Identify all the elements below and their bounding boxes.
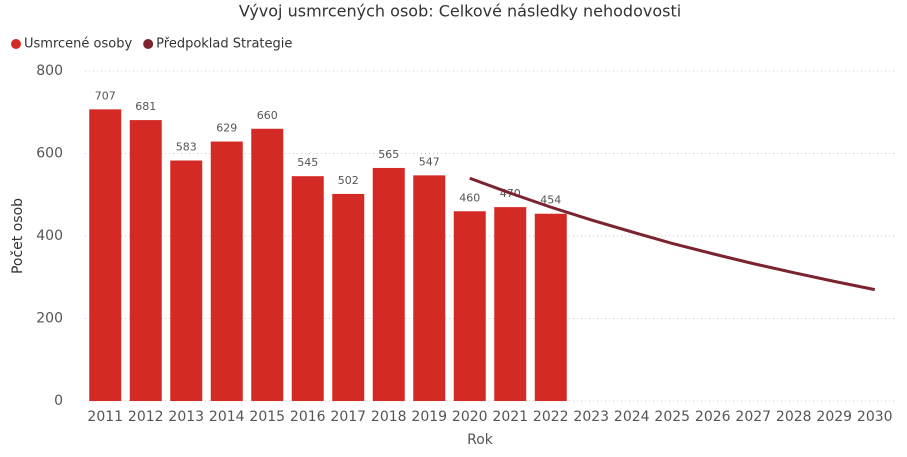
x-tick-label: 2018 <box>371 409 407 425</box>
x-axis-title: Rok <box>467 432 494 448</box>
bar <box>170 160 203 401</box>
x-tick-label: 2011 <box>87 409 123 425</box>
data-label: 460 <box>459 191 480 204</box>
x-tick-label: 2026 <box>695 409 731 425</box>
data-label: 629 <box>216 122 237 135</box>
data-label: 545 <box>297 156 318 169</box>
bar <box>291 176 324 401</box>
x-tick-label: 2017 <box>330 409 366 425</box>
y-tick-label: 0 <box>54 393 63 409</box>
data-label: 681 <box>135 100 156 113</box>
bar <box>89 109 122 402</box>
x-tick-label: 2027 <box>735 409 771 425</box>
bar <box>534 213 567 401</box>
data-label: 707 <box>95 89 116 102</box>
x-tick-label: 2019 <box>411 409 447 425</box>
data-label: 454 <box>540 194 561 207</box>
x-tick-label: 2023 <box>573 409 609 425</box>
x-tick-label: 2025 <box>654 409 690 425</box>
legend-label: Usmrcené osoby <box>24 37 132 52</box>
bar <box>210 141 243 401</box>
x-tick-label: 2030 <box>857 409 893 425</box>
x-tick-label: 2016 <box>290 409 326 425</box>
data-label: 660 <box>257 109 278 122</box>
legend-marker <box>143 39 154 49</box>
bar <box>453 211 486 401</box>
y-tick-label: 800 <box>36 63 63 79</box>
bar <box>332 193 365 401</box>
y-tick-label: 400 <box>36 228 63 244</box>
x-tick-label: 2022 <box>533 409 569 425</box>
data-label: 502 <box>338 174 359 187</box>
data-label: 565 <box>378 148 399 161</box>
bar <box>251 128 284 401</box>
x-tick-label: 2029 <box>816 409 852 425</box>
y-axis-title: Počet osob <box>10 198 26 274</box>
x-tick-label: 2024 <box>614 409 650 425</box>
chart-title: Vývoj usmrcených osob: Celkové následky … <box>239 2 681 21</box>
bar <box>129 120 162 402</box>
line <box>469 176 876 292</box>
y-tick-label: 600 <box>36 146 63 162</box>
legend-label: Předpoklad Strategie <box>156 37 292 52</box>
y-tick-label: 200 <box>36 311 63 327</box>
x-tick-label: 2021 <box>492 409 528 425</box>
data-label: 583 <box>176 141 197 154</box>
x-tick-label: 2012 <box>128 409 164 425</box>
x-tick-label: 2015 <box>249 409 285 425</box>
bar <box>413 175 446 401</box>
bar <box>372 167 405 401</box>
bar <box>494 207 527 401</box>
data-label: 547 <box>419 155 440 168</box>
x-tick-label: 2014 <box>209 409 245 425</box>
x-tick-label: 2013 <box>168 409 204 425</box>
x-tick-label: 2028 <box>776 409 812 425</box>
legend-marker <box>11 39 21 49</box>
x-tick-label: 2020 <box>452 409 488 425</box>
